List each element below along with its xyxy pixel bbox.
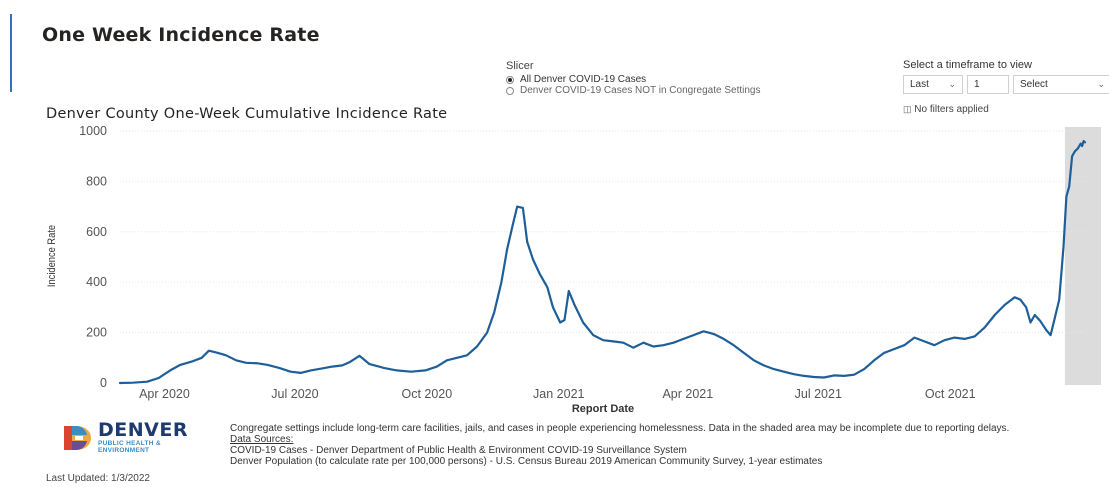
accent-bar [10, 14, 12, 92]
congregate-note: Congregate settings include long-term ca… [230, 423, 1010, 434]
x-tick-label: Oct 2021 [925, 387, 976, 401]
x-tick-label: Jan 2021 [533, 387, 584, 401]
y-tick-label: 400 [86, 275, 107, 289]
chevron-down-icon: ⌄ [1097, 79, 1105, 89]
last-updated: Last Updated: 1/3/2022 [46, 473, 150, 484]
slicer-option-all[interactable]: All Denver COVID-19 Cases [506, 74, 760, 85]
radio-unselected-icon[interactable] [506, 86, 514, 95]
filter-status: ◫ No filters applied [903, 104, 989, 115]
page-title: One Week Incidence Rate [42, 24, 320, 46]
slicer-option-not-congregate[interactable]: Denver COVID-19 Cases NOT in Congregate … [506, 85, 760, 96]
y-tick-label: 0 [100, 376, 107, 390]
filter-status-text: No filters applied [914, 104, 989, 115]
slicer-option-label: Denver COVID-19 Cases NOT in Congregate … [520, 85, 761, 96]
chevron-down-icon: ⌄ [948, 79, 956, 89]
slicer: Slicer All Denver COVID-19 Cases Denver … [506, 60, 760, 96]
data-sources-label: Data Sources: [230, 434, 294, 445]
x-tick-label: Oct 2020 [401, 387, 452, 401]
y-tick-label: 800 [86, 174, 107, 188]
x-tick-label: Jul 2021 [795, 387, 842, 401]
footnotes: Congregate settings include long-term ca… [230, 423, 1090, 467]
x-tick-label: Apr 2021 [662, 387, 713, 401]
unit-value: Select [1020, 79, 1048, 90]
x-tick-label: Apr 2020 [139, 387, 190, 401]
y-tick-label: 200 [86, 326, 107, 340]
data-source-cases: COVID-19 Cases - Denver Department of Pu… [230, 445, 687, 456]
period-dropdown[interactable]: Last ⌄ [903, 75, 963, 94]
count-input[interactable]: 1 [967, 75, 1009, 94]
period-value: Last [910, 79, 929, 90]
timeframe-label: Select a timeframe to view [903, 59, 1032, 71]
data-source-population: Denver Population (to calculate rate per… [230, 456, 823, 467]
filter-icon: ◫ [903, 104, 912, 114]
dphe-logo: DENVER PUBLIC HEALTH & ENVIRONMENT [62, 421, 188, 454]
y-tick-label: 1000 [79, 124, 107, 138]
slicer-option-label: All Denver COVID-19 Cases [520, 74, 647, 85]
x-tick-label: Jul 2020 [271, 387, 318, 401]
slicer-label: Slicer [506, 60, 534, 72]
x-axis-label: Report Date [572, 403, 634, 415]
logo-subtitle: PUBLIC HEALTH & ENVIRONMENT [98, 440, 161, 454]
y-axis-label: Incidence Rate [46, 225, 58, 288]
unit-dropdown[interactable]: Select ⌄ [1013, 75, 1109, 94]
timeframe-filter: Select a timeframe to view Last ⌄ 1 Sele… [903, 59, 1109, 94]
logo-wordmark: DENVER [98, 419, 188, 441]
denver-logo-icon [64, 425, 91, 450]
y-tick-label: 600 [86, 225, 107, 239]
count-value: 1 [974, 79, 980, 90]
chart-title: Denver County One-Week Cumulative Incide… [46, 106, 448, 122]
radio-selected-icon[interactable] [506, 75, 514, 84]
incidence-rate-line [118, 140, 1087, 385]
